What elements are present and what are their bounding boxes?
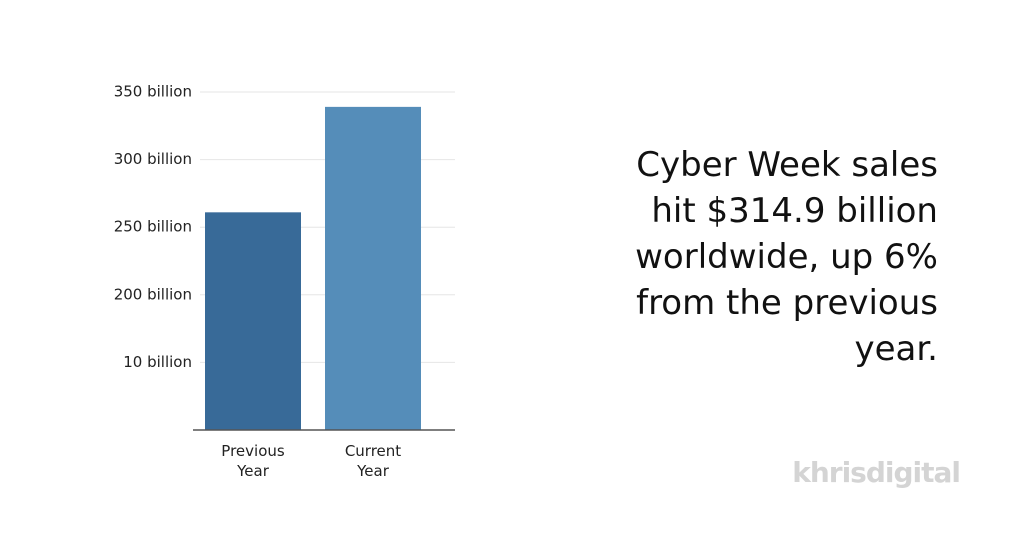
x-tick-label: Previous Year — [221, 442, 285, 480]
bar — [205, 212, 301, 430]
x-tick-label: Current Year — [344, 442, 402, 480]
headline: Cyber Week sales hit $314.9 billion worldw… — [635, 142, 938, 372]
y-tick-label: 300 billion — [114, 150, 192, 168]
brand-logo: khrisdigital — [792, 456, 961, 489]
bar — [325, 106, 421, 430]
headline-line: Cyber Week sales — [636, 145, 938, 185]
headline-line: hit $314.9 billion — [651, 191, 938, 231]
headline-line: from the previous — [636, 283, 938, 323]
y-tick-label: 350 billion — [114, 83, 192, 101]
y-tick-label: 250 billion — [114, 218, 192, 236]
y-tick-label: 10 billion — [123, 353, 192, 371]
y-tick-label: 200 billion — [114, 285, 192, 303]
headline-line: worldwide, up 6% — [635, 237, 938, 277]
headline-line: year. — [854, 329, 938, 369]
